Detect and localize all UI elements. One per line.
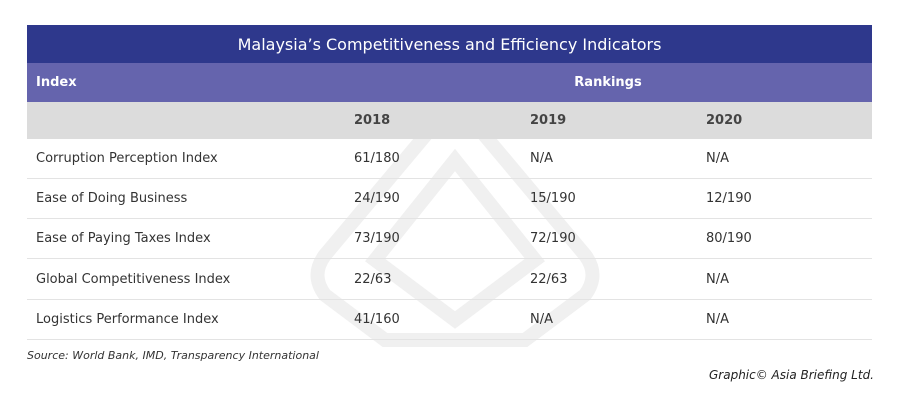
ranking-cell: N/A xyxy=(706,151,729,166)
index-name: Ease of Paying Taxes Index xyxy=(36,231,211,247)
year-header: 2020 xyxy=(706,113,743,128)
ranking-cell: N/A xyxy=(530,151,553,166)
header-rankings: Rankings xyxy=(574,75,642,90)
table-row: Logistics Performance Index 41/160 N/A N/A xyxy=(27,300,872,340)
index-name: Ease of Doing Business xyxy=(36,191,188,207)
source-note: Source: World Bank, IMD, Transparency In… xyxy=(27,349,319,362)
index-name: Corruption Perception Index xyxy=(36,151,218,166)
table-row: Ease of Doing Business 24/190 15/190 12/190 xyxy=(27,179,872,220)
ranking-cell: 73/190 xyxy=(354,231,400,247)
header-index: Index xyxy=(36,75,77,90)
ranking-cell: 24/190 xyxy=(354,191,400,207)
watermark xyxy=(310,89,600,347)
year-header: 2018 xyxy=(354,113,391,128)
table-row: Corruption Perception Index 61/180 N/A N/A xyxy=(27,139,872,179)
ranking-cell: 22/63 xyxy=(354,271,392,287)
index-name: Logistics Performance Index xyxy=(36,311,219,327)
ranking-cell: N/A xyxy=(530,311,553,327)
ranking-cell: 72/190 xyxy=(530,231,576,247)
ranking-cell: 22/63 xyxy=(530,271,568,287)
table-row: Ease of Paying Taxes Index 73/190 72/190 80… xyxy=(27,219,872,260)
ranking-cell: 80/190 xyxy=(706,231,752,247)
ranking-cell: 41/160 xyxy=(354,311,400,327)
header-row: Index Rankings xyxy=(27,63,872,102)
year-header: 2019 xyxy=(530,113,567,128)
ranking-cell: 12/190 xyxy=(706,191,752,207)
table-row: Global Competitiveness Index 22/63 22/63 N/… xyxy=(27,260,872,300)
ranking-cell: N/A xyxy=(706,271,729,287)
year-row: 2018 2019 2020 xyxy=(27,102,872,139)
ranking-cell: N/A xyxy=(706,311,729,327)
table-title: Malaysia’s Competitiveness and Efficienc… xyxy=(27,25,872,63)
credit: Graphic© Asia Briefing Ltd. xyxy=(708,368,874,382)
ranking-cell: 61/180 xyxy=(354,151,400,166)
index-name: Global Competitiveness Index xyxy=(36,271,231,287)
ranking-cell: 15/190 xyxy=(530,191,576,207)
